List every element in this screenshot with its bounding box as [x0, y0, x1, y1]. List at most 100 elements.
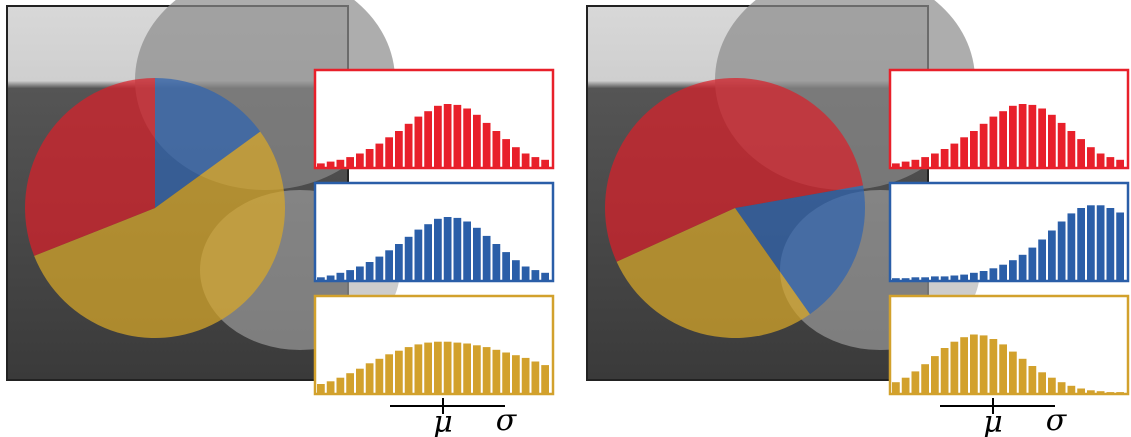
- histogram-bar: [463, 344, 471, 394]
- histogram-bar: [415, 230, 423, 280]
- histogram-bar: [434, 219, 442, 280]
- histogram-bar: [424, 343, 432, 393]
- histogram-bar: [980, 124, 988, 167]
- histogram-bar: [483, 236, 491, 280]
- histogram-bar: [395, 131, 403, 167]
- histogram-bar: [990, 339, 998, 393]
- histogram-bar: [980, 271, 988, 280]
- histogram-bar: [1068, 131, 1076, 167]
- histogram-bar: [522, 267, 530, 281]
- histogram-bar: [912, 160, 920, 167]
- histogram-bar: [483, 123, 491, 167]
- histogram-bar: [1029, 366, 1037, 393]
- histogram-bar: [493, 244, 501, 280]
- histogram-bar: [1058, 382, 1066, 393]
- histogram-bar: [434, 106, 442, 167]
- mu-label: μ: [983, 405, 1003, 437]
- histogram-bar: [444, 342, 452, 393]
- histogram-bar: [512, 355, 520, 393]
- histogram-bar: [327, 381, 335, 393]
- histogram-bar: [1068, 213, 1076, 280]
- histogram-bar: [473, 345, 481, 393]
- histogram-bar: [1019, 359, 1027, 393]
- histogram-bar: [463, 222, 471, 281]
- histogram-bar: [532, 362, 540, 394]
- histogram-bar: [912, 371, 920, 393]
- histogram-bar: [1077, 389, 1085, 394]
- histogram-bar: [1038, 109, 1046, 168]
- histogram-bar: [902, 278, 910, 280]
- histogram-bar: [931, 276, 939, 280]
- histogram-bar: [522, 154, 530, 168]
- histogram-bar: [990, 268, 998, 280]
- histogram-bar: [376, 144, 384, 167]
- sigma-label: σ: [1046, 403, 1068, 437]
- histogram-bar: [1029, 105, 1037, 167]
- histogram-bar: [473, 228, 481, 280]
- histogram-bar: [999, 111, 1007, 167]
- histogram-bar: [931, 356, 939, 393]
- histogram-bar: [1087, 390, 1095, 393]
- histogram-bar: [960, 275, 968, 280]
- histogram-bar: [405, 347, 413, 393]
- histogram-bar: [941, 276, 949, 280]
- histogram-bar: [1048, 378, 1056, 393]
- histogram-bar: [512, 147, 520, 167]
- histogram-bar: [1068, 386, 1076, 393]
- histogram-bar: [356, 369, 364, 393]
- histogram-bar: [415, 117, 423, 167]
- histogram-bar: [941, 149, 949, 167]
- histogram-bar: [434, 342, 442, 393]
- histogram-bar: [1058, 123, 1066, 167]
- histogram-bar: [502, 252, 510, 280]
- histogram-bar: [444, 104, 452, 167]
- histogram-bar: [1038, 240, 1046, 281]
- histogram-bar: [532, 157, 540, 167]
- histogram-bar: [395, 351, 403, 393]
- histogram-bar: [376, 359, 384, 393]
- figure: μσμσ: [0, 0, 1131, 437]
- histogram-bar: [1116, 213, 1124, 281]
- histogram-bar: [532, 270, 540, 280]
- histogram-bar: [327, 276, 335, 281]
- histogram-bar: [522, 358, 530, 393]
- histogram-bar: [317, 384, 325, 393]
- histogram-bar: [317, 163, 325, 167]
- histogram-bar: [502, 139, 510, 167]
- histogram-bar: [1087, 147, 1095, 167]
- histogram-bar: [346, 373, 354, 393]
- histogram-bar: [970, 273, 978, 280]
- histogram-bar: [1077, 139, 1085, 167]
- histogram-bar: [473, 115, 481, 167]
- histogram-bar: [454, 343, 462, 393]
- histogram-bar: [346, 270, 354, 280]
- histogram-bar: [1107, 208, 1115, 280]
- histogram-bar: [385, 137, 393, 167]
- histogram-bar: [892, 382, 900, 393]
- histogram-bar: [941, 348, 949, 393]
- histogram-bar: [327, 162, 335, 167]
- histogram-bar: [541, 160, 549, 167]
- histogram-bar: [1058, 222, 1066, 281]
- histogram-bar: [999, 265, 1007, 280]
- histogram-bar: [1019, 255, 1027, 280]
- histogram-bar: [395, 244, 403, 280]
- histogram-bar: [502, 353, 510, 394]
- histogram-bar: [366, 149, 374, 167]
- histogram-bar: [1048, 115, 1056, 167]
- histogram-bar: [415, 344, 423, 393]
- histogram-bar: [424, 224, 432, 280]
- histogram-bar: [1107, 157, 1115, 167]
- histogram-bar: [1097, 391, 1105, 393]
- histogram-bar: [424, 111, 432, 167]
- histogram-bar: [1087, 205, 1095, 280]
- histogram-bar: [921, 364, 929, 393]
- histogram-bar: [892, 163, 900, 167]
- histogram-bar: [385, 250, 393, 280]
- histogram-bar: [921, 157, 929, 167]
- mu-label: μ: [433, 405, 453, 437]
- histogram-bar: [1077, 208, 1085, 280]
- histogram-bar: [512, 260, 520, 280]
- histogram-bar: [493, 350, 501, 393]
- histogram-bar: [931, 154, 939, 168]
